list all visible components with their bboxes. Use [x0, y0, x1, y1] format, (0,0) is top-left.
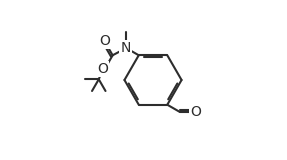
- Text: O: O: [99, 34, 110, 48]
- Text: O: O: [97, 62, 108, 76]
- Text: O: O: [190, 104, 201, 119]
- Text: N: N: [121, 41, 131, 55]
